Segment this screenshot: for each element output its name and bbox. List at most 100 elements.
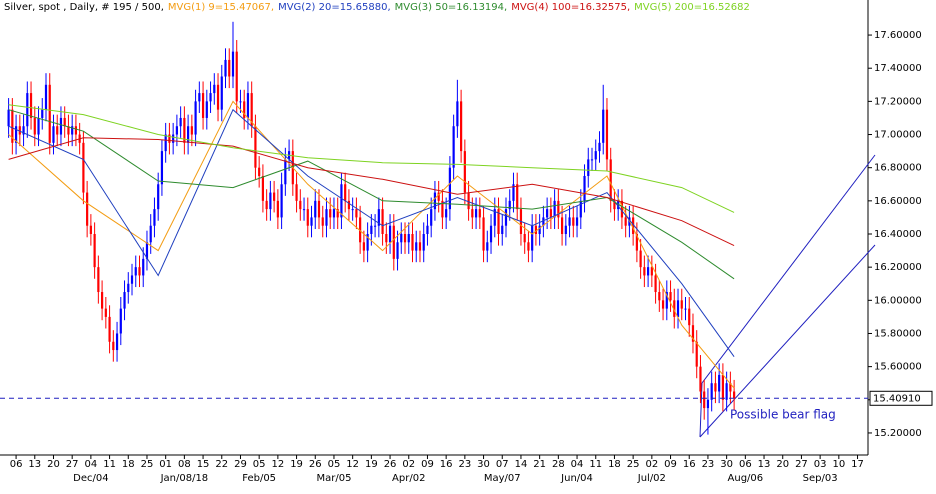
candle-body [658, 292, 661, 301]
candle-body [433, 192, 437, 210]
candle-body [706, 399, 710, 409]
annotation: Possible bear flag [730, 408, 836, 422]
x-tick-label: 21 [533, 459, 546, 470]
candle-body [456, 101, 459, 127]
month-label: Jan/08/18 [160, 473, 209, 484]
y-tick-label: 17.60000 [874, 30, 922, 41]
candle-body [123, 292, 126, 309]
month-label: Dec/04 [73, 473, 108, 484]
candle-body [650, 267, 653, 276]
candle-body [617, 200, 620, 210]
candle-body [632, 217, 635, 235]
candle-body [306, 209, 309, 226]
candle-body [590, 159, 594, 161]
x-tick-label: 26 [309, 459, 322, 470]
candle-body [718, 374, 721, 392]
last-price-box [869, 390, 933, 406]
candle-body [478, 209, 481, 218]
candle-body [703, 391, 706, 409]
y-tick-label: 16.40000 [874, 229, 922, 240]
candle-body [355, 209, 358, 218]
candle-body [516, 184, 519, 210]
candle-body [474, 209, 478, 218]
candle-body [142, 258, 145, 276]
candle-body [235, 51, 238, 102]
candle-body [560, 217, 564, 235]
x-tick-label: 19 [365, 459, 378, 470]
candle-body [598, 142, 601, 152]
candle-body [676, 300, 680, 317]
month-label: Mar/05 [316, 473, 351, 484]
x-tick-label: 16 [683, 459, 696, 470]
candle-body [489, 225, 493, 243]
candle-body [280, 184, 283, 218]
candle-body [501, 225, 504, 235]
x-tick-label: 29 [234, 459, 247, 470]
candle-body [572, 217, 575, 226]
x-tick-label: 30 [720, 459, 733, 470]
x-tick-label: 25 [141, 459, 154, 470]
candle-body [258, 167, 261, 176]
candle-body [400, 234, 403, 243]
candle-body [220, 76, 223, 110]
candle-body [714, 383, 717, 392]
candle-body [448, 167, 451, 210]
candle-body [392, 225, 395, 259]
legend-entry: MVG(5) 200=16.52682 [634, 2, 750, 13]
x-tick-label: 09 [664, 459, 677, 470]
month-label: May/07 [484, 473, 521, 484]
candle-body [366, 234, 369, 251]
candle-body [175, 126, 178, 135]
candle-body [100, 292, 104, 309]
candle-body [265, 200, 268, 210]
header: Silver, spot , Daily, # 195 / 500, MVG(1)… [4, 2, 750, 13]
candle-body [198, 93, 201, 102]
x-tick-label: 09 [421, 459, 434, 470]
candle-body [332, 209, 336, 218]
y-tick-label: 16.20000 [874, 262, 922, 273]
candle-body [168, 134, 171, 143]
candle-body [534, 225, 538, 235]
month-label: Feb/05 [242, 473, 276, 484]
candle-body [243, 101, 246, 118]
legend-entry: MVG(1) 9=15.47067, [168, 2, 274, 13]
trend-line [699, 382, 703, 438]
month-label: Jun/04 [560, 473, 593, 484]
candle-body [504, 209, 508, 226]
candle-body [56, 126, 59, 135]
candle-body [531, 225, 534, 251]
candle-body [665, 292, 668, 309]
candle-body [542, 217, 545, 226]
y-tick-label: 17.20000 [874, 96, 922, 107]
candle-body [179, 117, 182, 127]
x-tick-label: 12 [346, 459, 359, 470]
candle-body [183, 117, 186, 143]
candle-body [381, 209, 384, 235]
candle-body [112, 341, 115, 351]
candle-body [437, 192, 440, 201]
candle-body [579, 200, 582, 218]
candle-body [284, 159, 287, 185]
candle-body [97, 267, 100, 293]
candle-body [115, 333, 119, 351]
candle-body [134, 267, 137, 276]
candle-body [216, 84, 220, 110]
y-tick-label: 15.60000 [874, 362, 922, 373]
candle-body [119, 308, 122, 334]
legend-entry: MVG(3) 50=16.13194, [395, 2, 508, 13]
candle-body [329, 209, 332, 218]
candle-body [385, 234, 388, 243]
candle-body [403, 234, 407, 243]
candle-body [445, 209, 448, 218]
candle-body [74, 126, 78, 135]
candle-body [41, 109, 44, 118]
candle-body [411, 234, 414, 251]
candle-body [190, 126, 193, 135]
candle-body [44, 84, 48, 110]
candle-body [273, 192, 276, 201]
candle-body [407, 234, 410, 243]
candle-body [359, 217, 362, 243]
candle-body [721, 374, 724, 400]
legend-entry: MVG(4) 100=16.32575, [511, 2, 630, 13]
trend-line [699, 244, 876, 438]
